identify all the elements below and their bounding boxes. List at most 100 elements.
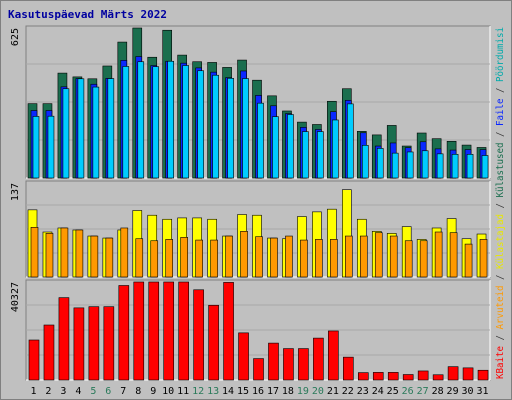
bar — [317, 131, 324, 179]
bar — [481, 155, 489, 179]
bar — [227, 78, 234, 179]
bar — [464, 243, 473, 278]
x-tick-label: 29 — [447, 386, 459, 397]
bar — [88, 306, 100, 381]
bar — [212, 74, 219, 179]
bar — [479, 239, 488, 278]
x-tick-label: 4 — [75, 386, 81, 397]
legend-entry: Faile — [495, 99, 506, 127]
x-tick-label: 18 — [282, 386, 294, 397]
bar — [374, 232, 383, 278]
x-tick-label: 6 — [105, 386, 111, 397]
bar — [447, 366, 459, 381]
bar — [313, 337, 324, 381]
x-tick-label: 28 — [432, 386, 444, 397]
x-tick-label: 27 — [417, 386, 429, 397]
bar — [477, 369, 489, 381]
x-tick-label: 15 — [237, 386, 249, 397]
x-tick-label: 20 — [312, 386, 324, 397]
bar — [137, 61, 145, 179]
bar — [105, 237, 114, 278]
legend-entry: Pöördumisi — [495, 27, 506, 82]
bar — [419, 240, 428, 278]
legend-entry: KBaite — [495, 346, 506, 379]
x-axis-labels: 1 2 3 4 5 6 7 8 9 10 11 12 13 14 15 16 17 18 19 20 21 22 23 24 2… — [30, 386, 488, 397]
bar — [434, 231, 443, 278]
bar — [253, 358, 264, 381]
bar — [60, 227, 69, 278]
bar — [272, 116, 279, 179]
bar — [387, 372, 399, 381]
legend-entry: / — [495, 269, 506, 285]
bar — [257, 102, 264, 179]
x-tick-label: 13 — [207, 386, 219, 397]
bar — [92, 86, 100, 179]
bar — [73, 307, 85, 381]
bar — [417, 370, 429, 381]
x-tick-label: 1 — [30, 386, 36, 397]
bar — [270, 237, 278, 278]
bar — [193, 289, 204, 381]
x-tick-label: 17 — [267, 386, 279, 397]
legend-entry: / — [495, 82, 506, 98]
bar — [255, 236, 263, 278]
x-tick-label: 10 — [162, 386, 174, 397]
bar — [77, 78, 85, 179]
y-max-label: 40327 — [10, 282, 21, 312]
bar — [165, 239, 174, 278]
bar — [240, 231, 248, 278]
bar — [376, 148, 384, 179]
bar — [47, 115, 55, 179]
bar — [285, 235, 293, 278]
bar — [449, 232, 458, 278]
bar — [133, 281, 145, 381]
x-tick-label: 26 — [402, 386, 414, 397]
bar — [103, 306, 115, 381]
bar — [421, 150, 429, 179]
bar — [432, 374, 444, 381]
bar — [300, 239, 308, 278]
bar — [345, 235, 353, 278]
bar — [328, 330, 339, 381]
bar — [361, 145, 369, 179]
legend-text: KBaite / Arvuteid / Külastajad / Külastu… — [495, 27, 506, 379]
x-tick-label: 7 — [120, 386, 126, 397]
legend-entry: Arvuteid — [495, 286, 506, 330]
bar — [167, 60, 175, 179]
bar — [451, 154, 459, 179]
bar — [45, 233, 54, 278]
bar — [107, 78, 115, 179]
legend-entry: / — [495, 198, 506, 214]
x-tick-label: 8 — [135, 386, 141, 397]
bar — [389, 235, 398, 278]
x-tick-label: 30 — [462, 386, 474, 397]
bar — [406, 151, 414, 179]
bar — [180, 237, 188, 278]
bar — [466, 154, 474, 179]
legend-entry: / — [495, 330, 506, 346]
bar — [32, 116, 40, 179]
bar — [287, 114, 294, 179]
bar — [58, 297, 70, 381]
bar — [62, 88, 70, 179]
bar — [298, 348, 309, 381]
panel-bottom: 40327 — [10, 279, 491, 381]
bar — [330, 239, 338, 278]
bar — [208, 304, 219, 381]
x-tick-label: 19 — [297, 386, 309, 397]
bar — [75, 229, 84, 278]
y-max-label: 625 — [10, 28, 21, 46]
bar — [118, 285, 130, 381]
bar — [43, 324, 55, 381]
series-KBaite — [28, 281, 489, 381]
bar — [223, 282, 234, 381]
bar — [90, 235, 99, 278]
legend-entry: / — [495, 126, 506, 142]
x-tick-label: 24 — [372, 386, 384, 397]
bar — [148, 281, 160, 381]
bar — [163, 281, 175, 381]
x-tick-label: 21 — [327, 386, 339, 397]
bar — [302, 131, 309, 179]
